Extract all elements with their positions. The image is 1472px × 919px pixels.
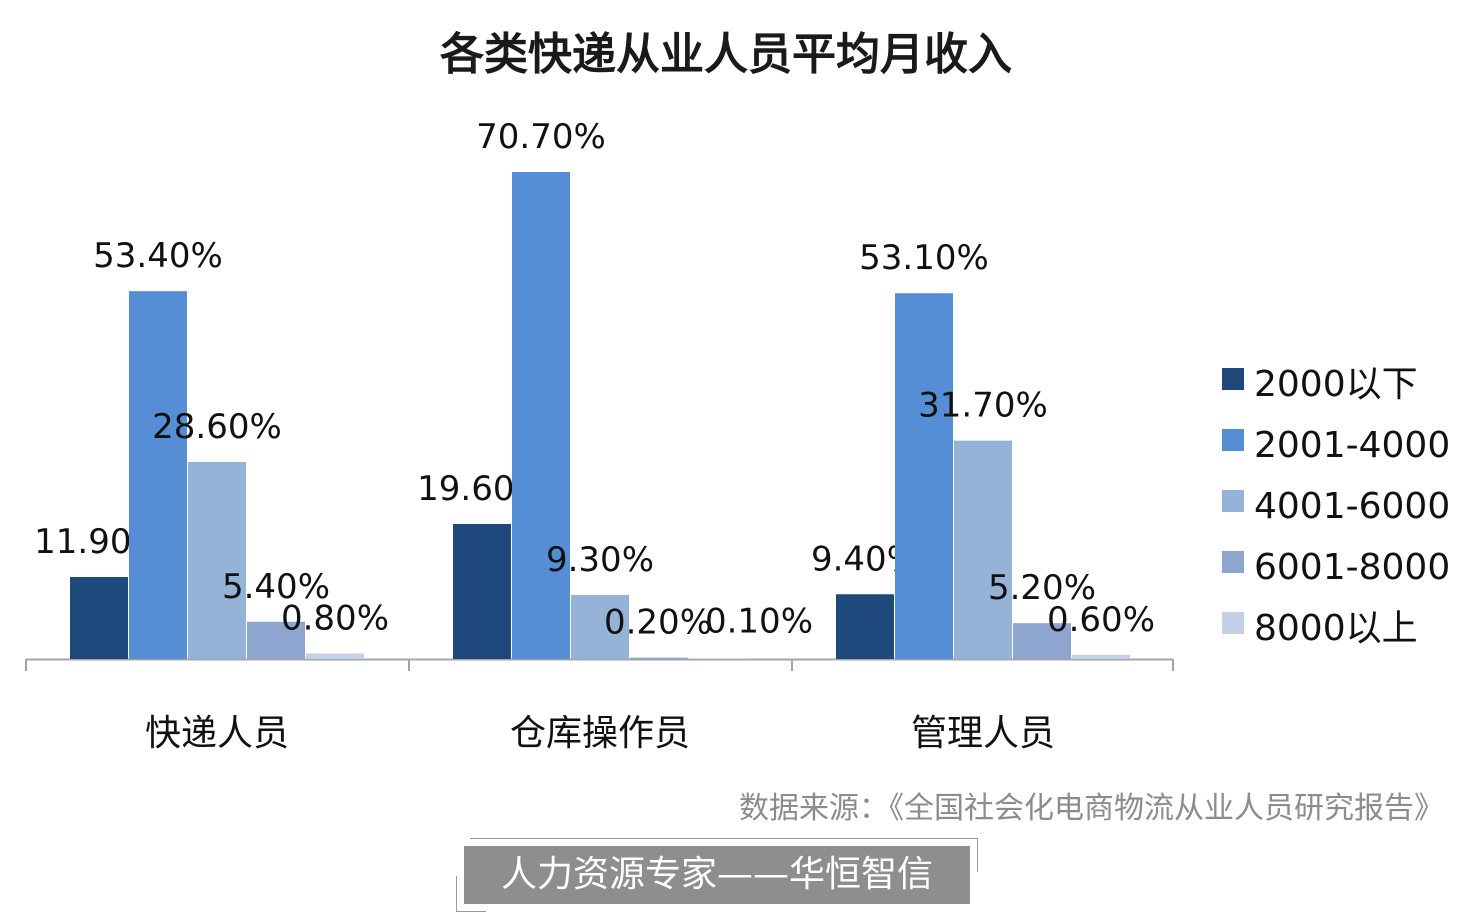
- data-label-2-2: 31.70%: [918, 386, 1048, 426]
- legend-swatch-2: [1222, 490, 1244, 512]
- source-note: 数据来源：《全国社会化电商物流从业人员研究报告》: [739, 791, 1444, 826]
- category-label-0: 快递人员: [145, 713, 289, 754]
- brand-frame-left: [456, 876, 457, 912]
- data-label-2-1: 53.10%: [859, 238, 989, 278]
- bar-2-3: [1013, 623, 1071, 659]
- bar-0-1: [129, 291, 187, 659]
- data-label-1-2: 9.30%: [546, 540, 654, 580]
- data-label-1-1: 70.70%: [476, 117, 606, 157]
- data-label-0-4: 0.80%: [281, 598, 389, 638]
- brand-frame-bottom: [456, 911, 486, 912]
- legend-swatch-3: [1222, 551, 1244, 573]
- data-label-1-3: 0.20%: [604, 603, 712, 643]
- legend-swatch-0: [1222, 368, 1244, 390]
- brand-frame-top: [470, 838, 978, 839]
- bar-2-2: [954, 440, 1012, 659]
- bar-1-1: [512, 172, 570, 659]
- bar-0-4: [306, 653, 364, 659]
- category-label-2: 管理人员: [911, 713, 1055, 754]
- data-label-2-3: 5.20%: [988, 568, 1096, 608]
- category-label-1: 仓库操作员: [510, 713, 690, 754]
- data-label-0-3: 5.40%: [222, 567, 330, 607]
- legend-label-0: 2000以下: [1254, 364, 1418, 405]
- legend-label-2: 4001-6000: [1254, 486, 1450, 527]
- legend-label-1: 2001-4000: [1254, 425, 1450, 466]
- legend-swatch-4: [1222, 612, 1244, 634]
- data-label-0-2: 28.60%: [152, 407, 282, 447]
- data-label-2-4: 0.60%: [1047, 600, 1155, 640]
- bar-1-0: [453, 523, 511, 659]
- bar-2-1: [895, 293, 953, 659]
- legend-label-4: 8000以上: [1254, 608, 1418, 649]
- brand-banner: 人力资源专家——华恒智信: [464, 846, 970, 904]
- brand-frame-right: [977, 838, 978, 872]
- data-label-0-1: 53.40%: [93, 236, 223, 276]
- chart-title: 各类快递从业人员平均月收入: [440, 29, 1012, 80]
- bar-0-0: [70, 577, 128, 659]
- bar-0-2: [188, 461, 246, 659]
- legend-label-3: 6001-8000: [1254, 547, 1450, 588]
- data-label-1-4: 0.10%: [705, 601, 813, 641]
- bar-1-3: [630, 657, 688, 659]
- bar-0-3: [247, 621, 305, 659]
- bar-2-4: [1072, 654, 1130, 659]
- bar-1-4: [689, 658, 747, 659]
- legend-swatch-1: [1222, 429, 1244, 451]
- bar-1-2: [571, 594, 629, 659]
- bar-2-0: [836, 594, 894, 659]
